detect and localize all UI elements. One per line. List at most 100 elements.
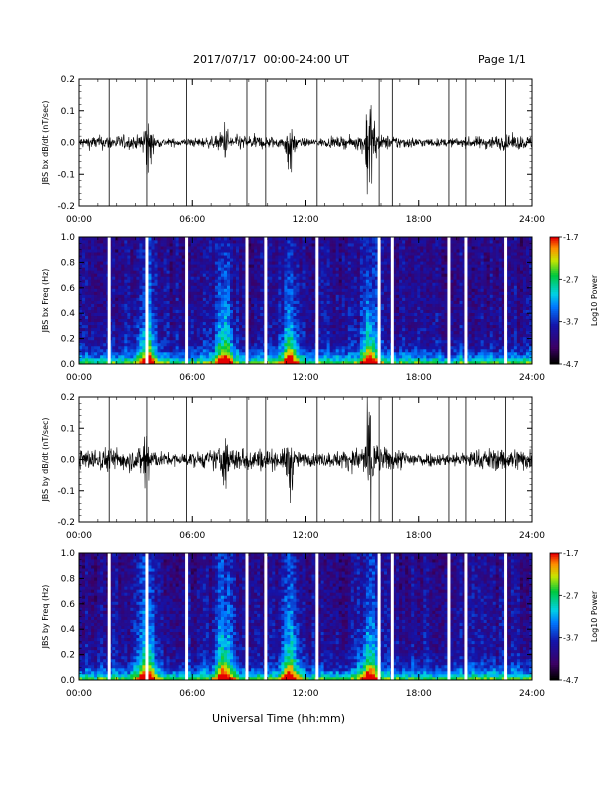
heatmap-cell [396, 333, 400, 338]
heatmap-cell [272, 300, 276, 304]
heatmap-cell [169, 300, 174, 304]
heatmap-cell [79, 306, 83, 310]
heatmap-cell [154, 333, 158, 338]
heatmap-cell [368, 240, 373, 244]
heatmap-cell [82, 309, 86, 313]
heatmap-cell [387, 285, 391, 289]
heatmap-cell [220, 243, 225, 247]
heatmap-cell [139, 309, 143, 313]
heatmap-cell [97, 312, 101, 317]
heatmap-cell [148, 294, 152, 298]
heatmap-cell [257, 285, 261, 289]
heatmap-cell [371, 339, 376, 344]
heatmap-cell [175, 246, 180, 250]
heatmap-cell [175, 264, 180, 268]
heatmap-cell [133, 258, 137, 262]
heatmap-cell [169, 270, 174, 274]
heatmap-cell [381, 342, 385, 347]
heatmap-cell [350, 336, 355, 341]
heatmap-cell [411, 360, 415, 365]
heatmap-cell [308, 339, 312, 344]
heatmap-cell [133, 240, 137, 244]
heatmap-cell [417, 288, 421, 292]
heatmap-cell [326, 288, 331, 292]
heatmap-cell [359, 246, 364, 250]
heatmap-cell [163, 267, 167, 271]
heatmap-cell [115, 357, 119, 362]
heatmap-cell [226, 342, 231, 347]
heatmap-cell [290, 360, 294, 365]
heatmap-cell [254, 330, 258, 335]
heatmap-cell [284, 318, 288, 323]
heatmap-cell [381, 246, 385, 250]
heatmap-cell [293, 300, 297, 304]
heatmap-cell [154, 303, 158, 307]
heatmap-cell [130, 351, 134, 356]
heatmap-cell [368, 273, 373, 277]
heatmap-cell [127, 285, 131, 289]
heatmap-cell [166, 246, 170, 250]
heatmap-cell [220, 261, 225, 265]
heatmap-cell [112, 276, 116, 280]
heatmap-cell [199, 318, 204, 323]
heatmap-cell [217, 327, 222, 332]
heatmap-cell [169, 264, 174, 268]
heatmap-cell [272, 345, 276, 350]
heatmap-cell [103, 342, 107, 347]
heatmap-cell [269, 303, 273, 307]
heatmap-cell [326, 309, 331, 313]
heatmap-cell [230, 243, 234, 247]
heatmap-cell [142, 345, 146, 350]
heatmap-cell [423, 270, 427, 274]
heatmap-cell [317, 270, 321, 274]
heatmap-cell [130, 360, 134, 365]
heatmap-cell [199, 270, 204, 274]
heatmap-cell [79, 360, 83, 365]
heatmap-cell [387, 357, 391, 362]
heatmap-cell [172, 291, 177, 295]
heatmap-cell [115, 327, 119, 332]
heatmap-cell [127, 243, 131, 247]
heatmap-cell [420, 303, 424, 307]
heatmap-cell [236, 357, 240, 362]
heatmap-cell [187, 339, 192, 344]
heatmap-cell [91, 360, 95, 365]
heatmap-cell [326, 354, 331, 359]
heatmap-cell [320, 279, 325, 283]
heatmap-cell [260, 264, 264, 268]
heatmap-cell [353, 273, 358, 277]
heatmap-cell [127, 255, 131, 259]
heatmap-cell [211, 339, 216, 344]
heatmap-cell [426, 291, 430, 295]
heatmap-cell [163, 264, 167, 268]
heatmap-cell [109, 345, 113, 350]
heatmap-cell [202, 297, 207, 301]
heatmap-cell [275, 279, 279, 283]
heatmap-cell [299, 237, 303, 241]
heatmap-cell [257, 297, 261, 301]
heatmap-cell [166, 300, 170, 304]
heatmap-cell [311, 360, 315, 365]
heatmap-cell [151, 273, 155, 277]
heatmap-cell [172, 249, 177, 253]
heatmap-cell [344, 249, 349, 253]
heatmap-cell [371, 357, 376, 362]
heatmap-cell [236, 288, 240, 292]
heatmap-cell [405, 237, 409, 241]
heatmap-cell [323, 315, 328, 320]
heatmap-cell [230, 300, 234, 304]
heatmap-cell [181, 288, 186, 292]
heatmap-cell [251, 327, 255, 332]
heatmap-cell [368, 357, 373, 362]
heatmap-cell [365, 312, 370, 317]
heatmap-cell [308, 249, 312, 253]
heatmap-cell [139, 246, 143, 250]
heatmap-cell [233, 309, 237, 313]
heatmap-cell [290, 345, 294, 350]
heatmap-cell [384, 345, 388, 350]
heatmap-cell [154, 324, 158, 329]
heatmap-cell [118, 300, 122, 304]
heatmap-cell [190, 249, 195, 253]
heatmap-cell [341, 288, 346, 292]
heatmap-cell [166, 297, 170, 301]
